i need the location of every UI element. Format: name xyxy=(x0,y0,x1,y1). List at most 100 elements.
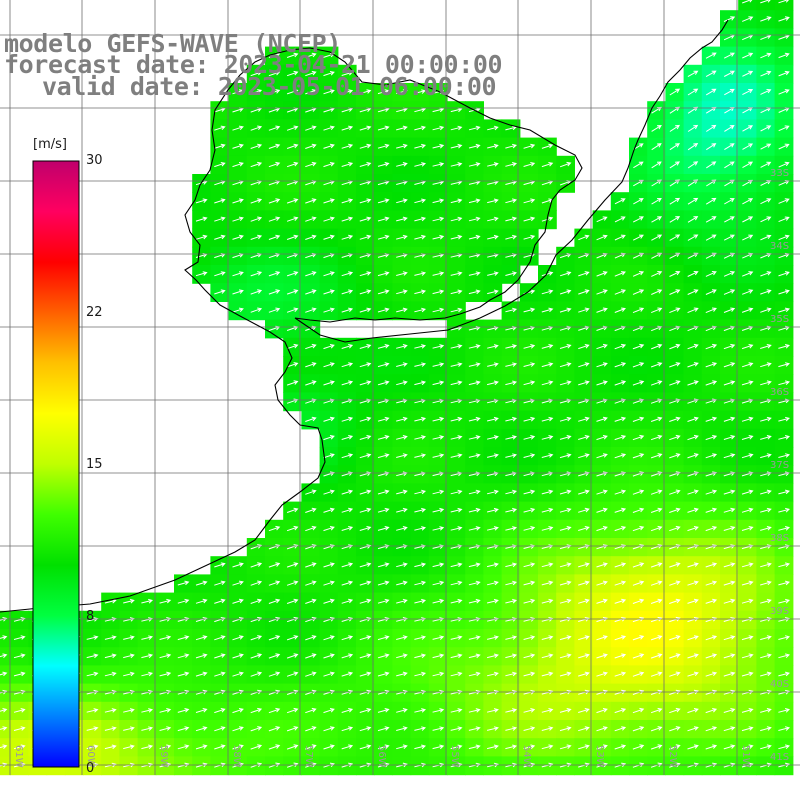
wind-arrow xyxy=(396,726,408,731)
wind-arrow xyxy=(523,708,536,713)
wind-arrow xyxy=(632,562,645,568)
wind-arrow xyxy=(0,653,8,658)
wind-arrow xyxy=(523,598,536,604)
wind-arrow xyxy=(214,125,226,131)
wind-arrow xyxy=(414,653,427,659)
wind-arrow xyxy=(432,271,445,276)
wind-arrow xyxy=(414,344,427,349)
wind-arrow xyxy=(377,307,390,313)
wind-speed-cell xyxy=(756,0,776,11)
wind-arrow xyxy=(741,744,754,750)
wind-arrow xyxy=(650,707,663,714)
wind-arrow xyxy=(487,234,499,240)
wind-arrow xyxy=(614,580,627,586)
wind-arrow xyxy=(687,489,699,495)
wind-arrow xyxy=(323,762,335,768)
wind-arrow xyxy=(669,434,681,441)
wind-arrow xyxy=(323,234,335,240)
wind-arrow xyxy=(687,689,699,695)
wind-arrow xyxy=(323,744,335,750)
wind-arrow xyxy=(286,653,299,659)
wind-arrow xyxy=(687,307,699,314)
wind-arrow xyxy=(650,453,663,459)
wind-arrow xyxy=(778,580,790,586)
wind-arrow xyxy=(341,289,354,295)
wind-arrow xyxy=(741,526,754,531)
wind-arrow xyxy=(468,234,481,240)
wind-arrow xyxy=(305,635,317,641)
wind-arrow xyxy=(214,198,226,204)
wind-arrow xyxy=(650,744,663,750)
wind-arrow xyxy=(705,435,718,441)
wind-arrow xyxy=(760,580,772,586)
wind-arrow xyxy=(468,562,481,568)
wind-arrow xyxy=(559,161,572,168)
wind-arrow xyxy=(396,489,408,495)
wind-arrow xyxy=(578,744,590,750)
wind-arrow xyxy=(305,143,317,149)
wind-arrow xyxy=(559,580,572,586)
wind-arrow xyxy=(250,635,263,641)
wind-arrow xyxy=(341,598,354,604)
wind-arrow xyxy=(541,344,554,349)
wind-arrow xyxy=(650,434,663,441)
wind-arrow xyxy=(104,744,117,750)
wind-arrow xyxy=(159,744,172,750)
wind-speed-cell xyxy=(0,610,11,630)
wind-arrow xyxy=(614,562,627,568)
wind-arrow xyxy=(778,216,790,223)
wind-arrow xyxy=(414,635,427,640)
wind-arrow xyxy=(486,526,499,531)
wind-arrow xyxy=(468,580,481,586)
wind-arrow xyxy=(742,52,754,59)
wind-arrow xyxy=(286,380,299,386)
wind-arrow xyxy=(505,271,517,276)
wind-arrow xyxy=(268,125,281,131)
wind-arrow xyxy=(141,635,154,640)
wind-arrow xyxy=(596,689,608,695)
wind-arrow xyxy=(305,525,317,532)
wind-arrow xyxy=(596,489,608,495)
wind-arrow xyxy=(432,598,445,604)
wind-arrow xyxy=(396,307,408,313)
wind-arrow xyxy=(305,580,317,586)
lon-label: 56W xyxy=(376,745,387,768)
wind-arrow xyxy=(723,416,736,422)
wind-arrow xyxy=(760,16,772,22)
wind-arrow xyxy=(250,580,263,586)
wind-arrow xyxy=(141,726,154,731)
wind-arrow xyxy=(741,598,754,604)
wind-arrow xyxy=(742,89,754,96)
wind-arrow xyxy=(632,525,645,532)
wind-arrow xyxy=(559,344,572,349)
wind-arrow xyxy=(486,453,499,458)
wind-arrow xyxy=(651,197,662,205)
wind-arrow xyxy=(651,161,662,169)
wind-arrow xyxy=(432,307,445,313)
wind-arrow xyxy=(232,562,244,568)
wind-arrow xyxy=(523,526,536,531)
wind-arrow xyxy=(541,435,554,440)
wind-arrow xyxy=(359,726,372,732)
wind-arrow xyxy=(741,307,754,313)
wind-arrow xyxy=(723,653,736,659)
wind-arrow xyxy=(523,489,536,495)
wind-arrow xyxy=(669,343,681,350)
wind-arrow xyxy=(487,271,499,276)
wind-arrow xyxy=(614,489,627,495)
wind-arrow xyxy=(687,526,699,532)
wind-arrow xyxy=(159,671,172,677)
wind-arrow xyxy=(741,489,754,495)
wind-arrow xyxy=(505,435,518,440)
wind-arrow xyxy=(669,161,680,169)
lat-label: 34S xyxy=(770,241,789,252)
wind-arrow xyxy=(450,198,463,204)
wind-arrow xyxy=(286,726,299,732)
wind-arrow xyxy=(760,125,772,132)
wind-arrow xyxy=(669,707,681,714)
wind-arrow xyxy=(706,143,717,151)
wind-arrow xyxy=(286,744,299,750)
wind-arrow xyxy=(450,435,463,440)
wind-arrow xyxy=(541,143,554,149)
wind-arrow xyxy=(232,762,244,768)
